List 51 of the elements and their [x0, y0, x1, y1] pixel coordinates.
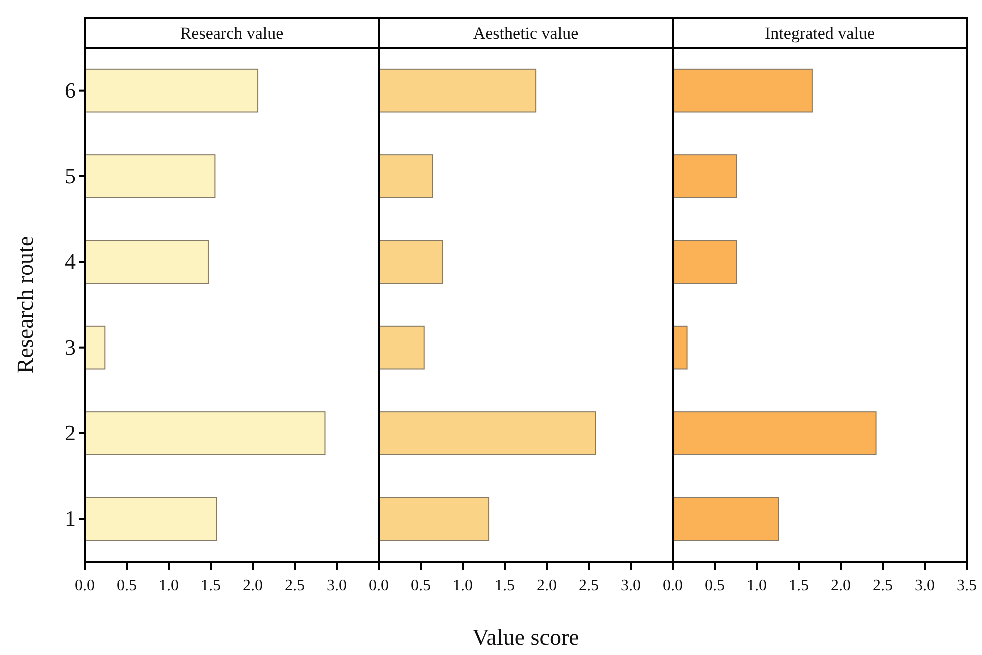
x-tick-label: 0.5 [411, 578, 431, 595]
x-tick-label: 2.5 [873, 578, 893, 595]
x-tick-label: 3.5 [957, 578, 977, 595]
x-tick-label: 0.5 [705, 578, 725, 595]
bar [378, 326, 425, 370]
bar [378, 497, 490, 542]
y-tick-label: 5 [65, 164, 76, 189]
x-tick-label: 2.0 [831, 578, 851, 595]
bar [378, 412, 596, 456]
bar [84, 497, 218, 542]
bar [672, 497, 780, 542]
y-tick-label: 1 [65, 506, 76, 532]
x-tick-label: 2.0 [243, 578, 263, 595]
bar [84, 240, 209, 284]
x-tick-label: 0.0 [75, 578, 95, 595]
x-tick-label: 1.5 [201, 578, 221, 595]
bar [84, 68, 259, 113]
x-tick-label: 0.0 [369, 578, 389, 595]
bar [378, 68, 537, 113]
y-tick-label: 6 [65, 78, 76, 103]
chart-title: Integrated value [765, 24, 875, 43]
bar [378, 154, 434, 198]
bar [84, 412, 326, 456]
x-tick-label: 3.0 [621, 578, 641, 595]
x-tick-label: 3.0 [327, 578, 347, 595]
x-tick-label: 1.0 [453, 578, 473, 595]
chart-title: Research value [180, 24, 284, 43]
y-tick-label: 3 [65, 334, 76, 360]
x-tick-label: 1.5 [789, 578, 809, 595]
bar [672, 326, 688, 370]
x-tick-label: 1.0 [159, 578, 179, 595]
x-tick-label: 1.5 [495, 578, 515, 595]
bar [672, 240, 738, 284]
bar [672, 154, 738, 198]
y-tick-label: 4 [65, 249, 76, 274]
bar [378, 240, 444, 284]
x-tick-label: 2.5 [285, 578, 305, 595]
x-tick-label: 3.0 [915, 578, 935, 595]
y-axis-title: Research route [13, 236, 38, 374]
x-axis-title: Value score [472, 625, 580, 650]
bar [84, 326, 106, 370]
x-tick-label: 0.5 [117, 578, 137, 595]
bar [84, 154, 216, 198]
x-tick-label: 1.0 [747, 578, 767, 595]
chart-title: Aesthetic value [473, 24, 579, 43]
x-tick-label: 0.0 [663, 578, 683, 595]
bar [672, 68, 813, 113]
bar [672, 412, 877, 456]
x-tick-label: 2.0 [537, 578, 557, 595]
y-tick-label: 2 [65, 420, 76, 446]
x-tick-label: 2.5 [579, 578, 599, 595]
